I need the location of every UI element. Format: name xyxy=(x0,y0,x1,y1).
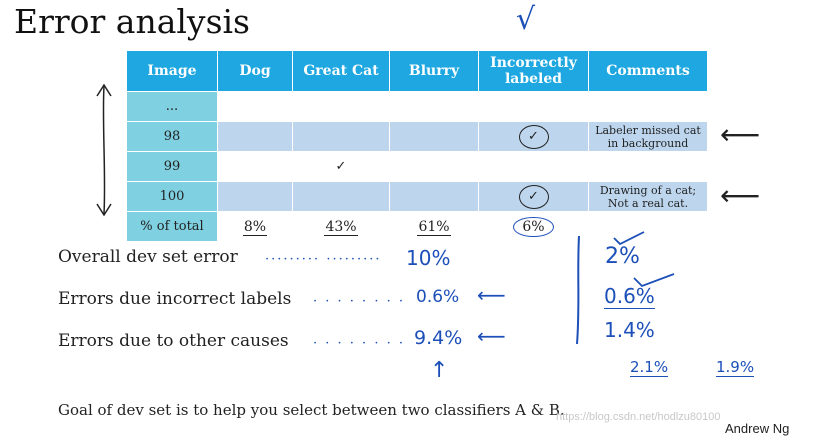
circled-percent: 6% xyxy=(513,216,554,237)
total-row: % of total 8% 43% 61% 6% xyxy=(126,211,708,242)
header-image: Image xyxy=(126,50,218,92)
row-blurry xyxy=(389,91,479,122)
bottom-value-b: 1.9% xyxy=(716,358,755,377)
arrow-left-icon: ⟵ xyxy=(477,283,506,307)
comment-line: in background xyxy=(607,136,689,150)
watermark: https://blog.csdn.net/hodlzu80100 xyxy=(556,411,721,423)
row-incorrect xyxy=(478,151,589,182)
table-row: 100 ✓ Drawing of a cat; Not a real cat. xyxy=(126,181,708,212)
hand-tick-icon xyxy=(633,273,675,288)
row-great-cat xyxy=(292,121,390,152)
row-great-cat: ✓ xyxy=(292,151,390,182)
header-dog: Dog xyxy=(217,50,293,92)
check-mark-annotation: √ xyxy=(516,2,536,37)
incorrect-labels-label: Errors due incorrect labels xyxy=(58,289,292,309)
total-incorrect: 6% xyxy=(478,211,589,242)
leader-dots: · · · · · · · · xyxy=(313,336,405,351)
comment-line: Not a real cat. xyxy=(607,196,689,210)
right-incorrect-value: 0.6% xyxy=(604,284,655,309)
row-comment xyxy=(588,91,708,122)
total-great-cat: 43% xyxy=(292,211,390,242)
header-great-cat: Great Cat xyxy=(292,50,390,92)
row-image: 100 xyxy=(126,181,218,212)
row-dog xyxy=(217,121,293,152)
table-row: 98 ✓ Labeler missed cat in background xyxy=(126,121,708,152)
row-comment: Drawing of a cat; Not a real cat. xyxy=(588,181,708,212)
overall-dev-error-label: Overall dev set error xyxy=(58,247,238,267)
row-incorrect xyxy=(478,91,589,122)
vertical-double-arrow-icon xyxy=(96,83,112,217)
right-other-value: 1.4% xyxy=(604,318,655,342)
table-header-row: Image Dog Great Cat Blurry Incorrectly l… xyxy=(126,50,708,92)
row-dog xyxy=(217,91,293,122)
total-comment xyxy=(588,211,708,242)
right-overall-value: 2% xyxy=(605,244,640,269)
up-arrow-icon: ↑ xyxy=(430,358,449,383)
bottom-value-a: 2.1% xyxy=(630,358,669,377)
hand-other-value: 9.4% xyxy=(414,327,463,349)
row-98-arrow-icon: ⟵ xyxy=(720,118,761,151)
row-comment xyxy=(588,151,708,182)
table-row: 99 ✓ xyxy=(126,151,708,182)
row-blurry xyxy=(389,151,479,182)
row-image: ... xyxy=(126,91,218,122)
leader-dots: · · · · · · · · xyxy=(313,294,405,309)
arrow-left-icon: ⟵ xyxy=(477,324,506,348)
row-blurry xyxy=(389,181,479,212)
hand-incorrect-value: 0.6% xyxy=(416,287,460,307)
comment-line: Drawing of a cat; xyxy=(599,183,697,197)
error-analysis-table: Image Dog Great Cat Blurry Incorrectly l… xyxy=(126,50,708,242)
divider-line xyxy=(576,235,580,345)
row-dog xyxy=(217,181,293,212)
row-dog xyxy=(217,151,293,182)
leader-dots: ········· ········· xyxy=(265,252,382,267)
row-image: 98 xyxy=(126,121,218,152)
other-causes-label: Errors due to other causes xyxy=(58,331,289,351)
circled-check-icon: ✓ xyxy=(518,184,549,209)
row-incorrect: ✓ xyxy=(478,181,589,212)
row-blurry xyxy=(389,121,479,152)
total-label: % of total xyxy=(126,211,218,242)
footer-note: Goal of dev set is to help you select be… xyxy=(58,401,565,419)
row-100-arrow-icon: ⟵ xyxy=(720,179,761,212)
row-great-cat xyxy=(292,91,390,122)
table-row: ... xyxy=(126,91,708,122)
header-comments: Comments xyxy=(588,50,708,92)
row-comment: Labeler missed cat in background xyxy=(588,121,708,152)
comment-line: Labeler missed cat xyxy=(595,123,701,137)
row-image: 99 xyxy=(126,151,218,182)
author-credit: Andrew Ng xyxy=(725,421,790,436)
hand-overall-value: 10% xyxy=(406,246,451,270)
header-incorrectly-labeled: Incorrectly labeled xyxy=(478,50,589,92)
total-blurry: 61% xyxy=(389,211,479,242)
circled-check-icon: ✓ xyxy=(518,124,549,149)
hand-tick-icon xyxy=(613,231,645,246)
row-great-cat xyxy=(292,181,390,212)
row-incorrect: ✓ xyxy=(478,121,589,152)
page-title: Error analysis xyxy=(14,2,250,41)
header-blurry: Blurry xyxy=(389,50,479,92)
total-dog: 8% xyxy=(217,211,293,242)
